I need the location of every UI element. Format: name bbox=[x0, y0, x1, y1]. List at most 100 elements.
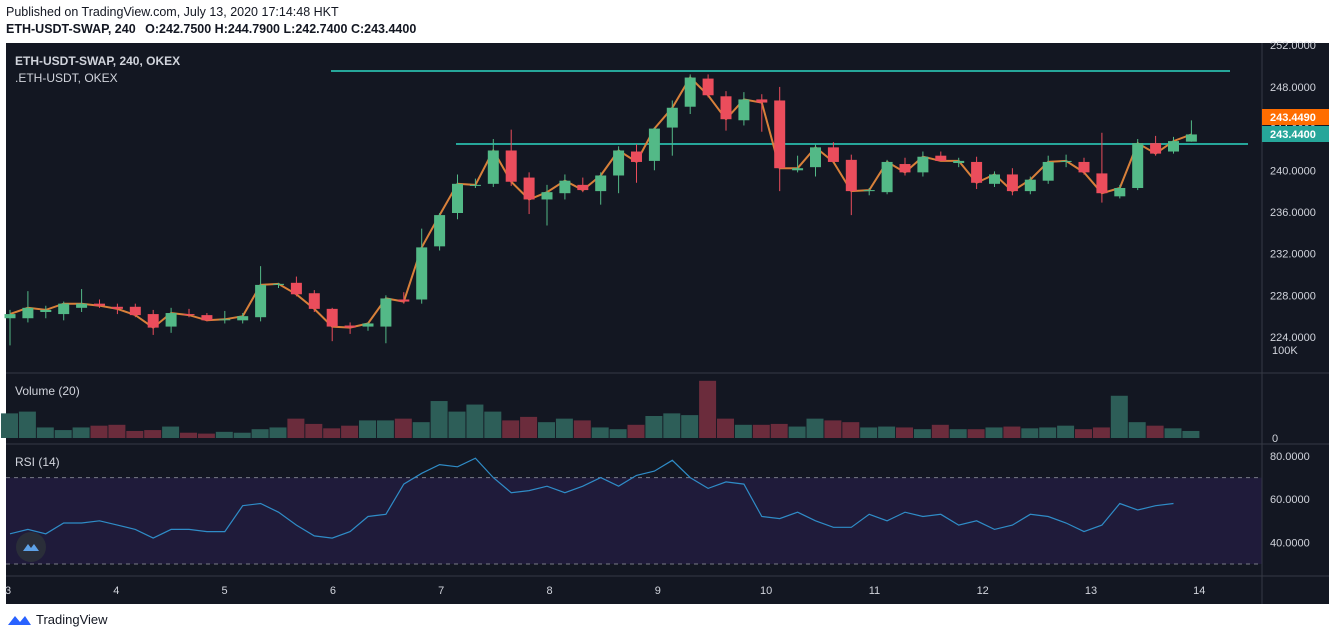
footer-brand-label: TradingView bbox=[36, 612, 108, 627]
ohlc-high: 244.7900 bbox=[227, 22, 281, 36]
candle-body bbox=[631, 151, 642, 162]
candle-body bbox=[58, 303, 70, 315]
candle-body bbox=[505, 150, 517, 182]
volume-bar bbox=[896, 427, 913, 438]
time-tick-label: 3 bbox=[5, 585, 11, 597]
volume-bar bbox=[573, 420, 591, 438]
candle-body bbox=[953, 160, 965, 163]
volume-bar bbox=[323, 428, 341, 438]
candle-body bbox=[147, 314, 159, 328]
candle-body bbox=[559, 180, 571, 194]
candle-body bbox=[541, 192, 553, 200]
candle-body bbox=[1024, 179, 1036, 192]
candle-body bbox=[1185, 134, 1197, 142]
candle-body bbox=[290, 282, 302, 295]
volume-bar bbox=[681, 415, 699, 438]
candle-body bbox=[971, 161, 983, 183]
price-pane[interactable] bbox=[4, 70, 1249, 346]
volume-bar bbox=[502, 420, 520, 438]
candle-body bbox=[738, 99, 750, 121]
ohlc-l-label: L: bbox=[283, 22, 296, 36]
price-tick-label: 228.0000 bbox=[1270, 290, 1316, 302]
volume-tick-label: 100K bbox=[1272, 345, 1298, 357]
volume-bar bbox=[197, 433, 215, 438]
volume-bar bbox=[36, 427, 54, 438]
candle-body bbox=[613, 150, 625, 176]
volume-bar bbox=[806, 418, 824, 438]
candle-body bbox=[40, 309, 52, 312]
candle-body bbox=[1006, 174, 1018, 192]
candle-body bbox=[881, 161, 893, 193]
volume-bar bbox=[752, 424, 770, 438]
candle-body bbox=[201, 315, 213, 321]
ohlc-o-label: O: bbox=[145, 22, 160, 36]
rsi-pane-title: RSI (14) bbox=[15, 455, 60, 469]
volume-bar bbox=[1057, 425, 1075, 438]
volume-tick-label: 0 bbox=[1272, 433, 1278, 445]
candle-body bbox=[648, 128, 660, 161]
price-tick-label: 248.0000 bbox=[1270, 82, 1316, 94]
volume-bar bbox=[985, 427, 1003, 438]
time-tick-label: 5 bbox=[222, 585, 228, 597]
rsi-tick-label: 40.0000 bbox=[1270, 537, 1310, 549]
volume-pane[interactable] bbox=[1, 380, 1200, 438]
candle-body bbox=[165, 313, 177, 327]
volume-bar bbox=[376, 420, 394, 438]
time-tick-label: 11 bbox=[869, 585, 880, 597]
volume-bar bbox=[466, 404, 484, 438]
time-tick-label: 13 bbox=[1085, 585, 1097, 597]
candle-body bbox=[577, 184, 589, 191]
candle-body bbox=[362, 323, 374, 327]
rsi-tick-label: 80.0000 bbox=[1270, 451, 1310, 463]
volume-bar bbox=[1110, 395, 1128, 438]
candle-body bbox=[1042, 161, 1054, 181]
volume-bar bbox=[162, 426, 180, 438]
volume-bar bbox=[878, 426, 896, 438]
time-tick-label: 4 bbox=[113, 585, 119, 597]
price-tick-label: 232.0000 bbox=[1270, 249, 1316, 261]
axes: 252.0000248.0000244.0000240.0000236.0000… bbox=[5, 40, 1329, 604]
published-line: Published on TradingView.com, July 13, 2… bbox=[6, 5, 339, 19]
candle-body bbox=[1096, 173, 1108, 194]
ohlc-low: 242.7400 bbox=[295, 22, 348, 36]
price-tick-label: 236.0000 bbox=[1270, 207, 1316, 219]
volume-bar bbox=[699, 380, 717, 438]
ohlc-h-label: H: bbox=[214, 22, 228, 36]
volume-bar bbox=[520, 416, 538, 438]
volume-bar bbox=[627, 424, 645, 438]
tradingview-logo-badge[interactable] bbox=[16, 532, 46, 562]
candle-body bbox=[917, 156, 929, 173]
candle-body bbox=[845, 159, 857, 192]
price-tag-label: 243.4400 bbox=[1270, 129, 1316, 141]
volume-bar bbox=[967, 429, 985, 438]
volume-bar bbox=[72, 427, 90, 438]
volume-bar bbox=[484, 411, 502, 438]
volume-bar bbox=[734, 424, 752, 438]
footer-brand[interactable]: TradingView bbox=[6, 612, 108, 627]
candle-body bbox=[1060, 160, 1072, 162]
candle-body bbox=[935, 155, 947, 161]
volume-bar bbox=[394, 418, 412, 438]
volume-bar bbox=[1182, 430, 1200, 438]
price-pane-title: ETH-USDT-SWAP, 240, OKEX bbox=[15, 54, 180, 68]
time-tick-label: 6 bbox=[330, 585, 336, 597]
wave-icon bbox=[23, 544, 39, 551]
candle-body bbox=[344, 325, 356, 328]
candle-body bbox=[827, 147, 839, 162]
candle-body bbox=[523, 177, 535, 200]
price-tick-label: 252.0000 bbox=[1270, 40, 1316, 52]
rsi-pane[interactable] bbox=[6, 457, 1262, 565]
candle-body bbox=[111, 306, 123, 309]
time-tick-label: 12 bbox=[977, 585, 989, 597]
volume-bar bbox=[1003, 426, 1021, 438]
time-tick-label: 7 bbox=[438, 585, 444, 597]
ohlc-c-label: C: bbox=[350, 22, 365, 36]
volume-bar bbox=[251, 429, 269, 438]
time-tick-label: 10 bbox=[760, 585, 772, 597]
candle-body bbox=[1114, 187, 1126, 197]
volume-bar bbox=[788, 426, 806, 438]
candle-body bbox=[595, 175, 607, 192]
volume-bar bbox=[860, 427, 878, 438]
candle-body bbox=[1132, 143, 1144, 188]
